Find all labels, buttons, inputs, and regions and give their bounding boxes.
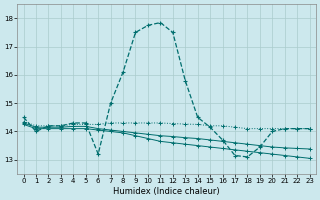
X-axis label: Humidex (Indice chaleur): Humidex (Indice chaleur) bbox=[113, 187, 220, 196]
